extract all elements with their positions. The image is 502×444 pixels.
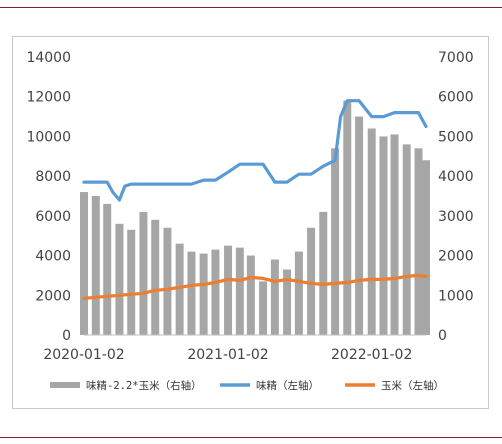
- bar: [163, 227, 172, 335]
- bar: [307, 227, 316, 335]
- bar: [246, 255, 255, 335]
- bar: [390, 134, 399, 335]
- bar: [151, 219, 160, 335]
- x-tick-label: 2021-01-02: [187, 347, 268, 363]
- x-tick-label: 2022-01-02: [331, 347, 412, 363]
- bar: [283, 269, 292, 335]
- y-right-tick-label: 6000: [438, 90, 474, 106]
- y-left-tick-label: 8000: [35, 169, 71, 185]
- bar: [115, 223, 124, 335]
- bar: [211, 249, 220, 335]
- line-series: [82, 99, 428, 300]
- bar: [294, 251, 303, 335]
- bottom-rule: [0, 437, 502, 438]
- bar: [367, 128, 376, 335]
- legend: 味精-2.2*玉米（右轴） 味精（左轴） 玉米（左轴）: [50, 379, 444, 392]
- y-axis-right: 0 1000 2000 3000 4000 5000 6000 7000: [438, 50, 474, 344]
- bar: [139, 211, 148, 335]
- y-right-tick-label: 3000: [438, 209, 474, 225]
- y-left-tick-label: 10000: [26, 129, 71, 145]
- legend-label: 玉米（左轴）: [381, 379, 444, 392]
- y-left-tick-label: 4000: [35, 249, 71, 265]
- bar: [355, 116, 364, 335]
- y-right-tick-label: 0: [438, 328, 447, 344]
- bar: [127, 229, 136, 335]
- series-line: [82, 273, 428, 300]
- bar: [175, 243, 184, 335]
- bar: [235, 247, 244, 335]
- bar: [422, 160, 430, 335]
- bar: [379, 136, 388, 335]
- bar: [331, 148, 340, 335]
- legend-label: 味精（左轴）: [256, 379, 319, 392]
- bar: [343, 100, 352, 335]
- y-right-tick-label: 4000: [438, 169, 474, 185]
- bar: [199, 253, 208, 335]
- bar: [103, 203, 112, 335]
- bar: [319, 211, 328, 335]
- y-left-tick-label: 6000: [35, 209, 71, 225]
- bar: [80, 192, 88, 335]
- bar-series: [80, 100, 430, 335]
- y-right-tick-label: 1000: [438, 288, 474, 304]
- bar: [414, 148, 423, 335]
- x-axis-ticks: 2020-01-02 2021-01-02 2022-01-02: [43, 347, 412, 363]
- top-rule: [0, 7, 502, 8]
- x-tick-label: 2020-01-02: [43, 347, 124, 363]
- bar: [259, 281, 268, 335]
- y-left-tick-label: 12000: [26, 90, 71, 106]
- bar: [187, 251, 196, 335]
- y-right-tick-label: 5000: [438, 129, 474, 145]
- bar: [402, 144, 411, 335]
- bar: [91, 196, 100, 335]
- y-right-tick-label: 7000: [438, 50, 474, 66]
- y-axis-left: 0 2000 4000 6000 8000 10000 12000 14000: [26, 50, 71, 344]
- series-line: [82, 99, 428, 202]
- bar: [270, 259, 279, 335]
- y-right-tick-label: 2000: [438, 249, 474, 265]
- y-left-tick-label: 2000: [35, 288, 71, 304]
- legend-label: 味精-2.2*玉米（右轴）: [86, 379, 202, 392]
- y-left-tick-label: 14000: [26, 50, 71, 66]
- bar: [224, 245, 233, 335]
- y-left-tick-label: 0: [62, 328, 71, 344]
